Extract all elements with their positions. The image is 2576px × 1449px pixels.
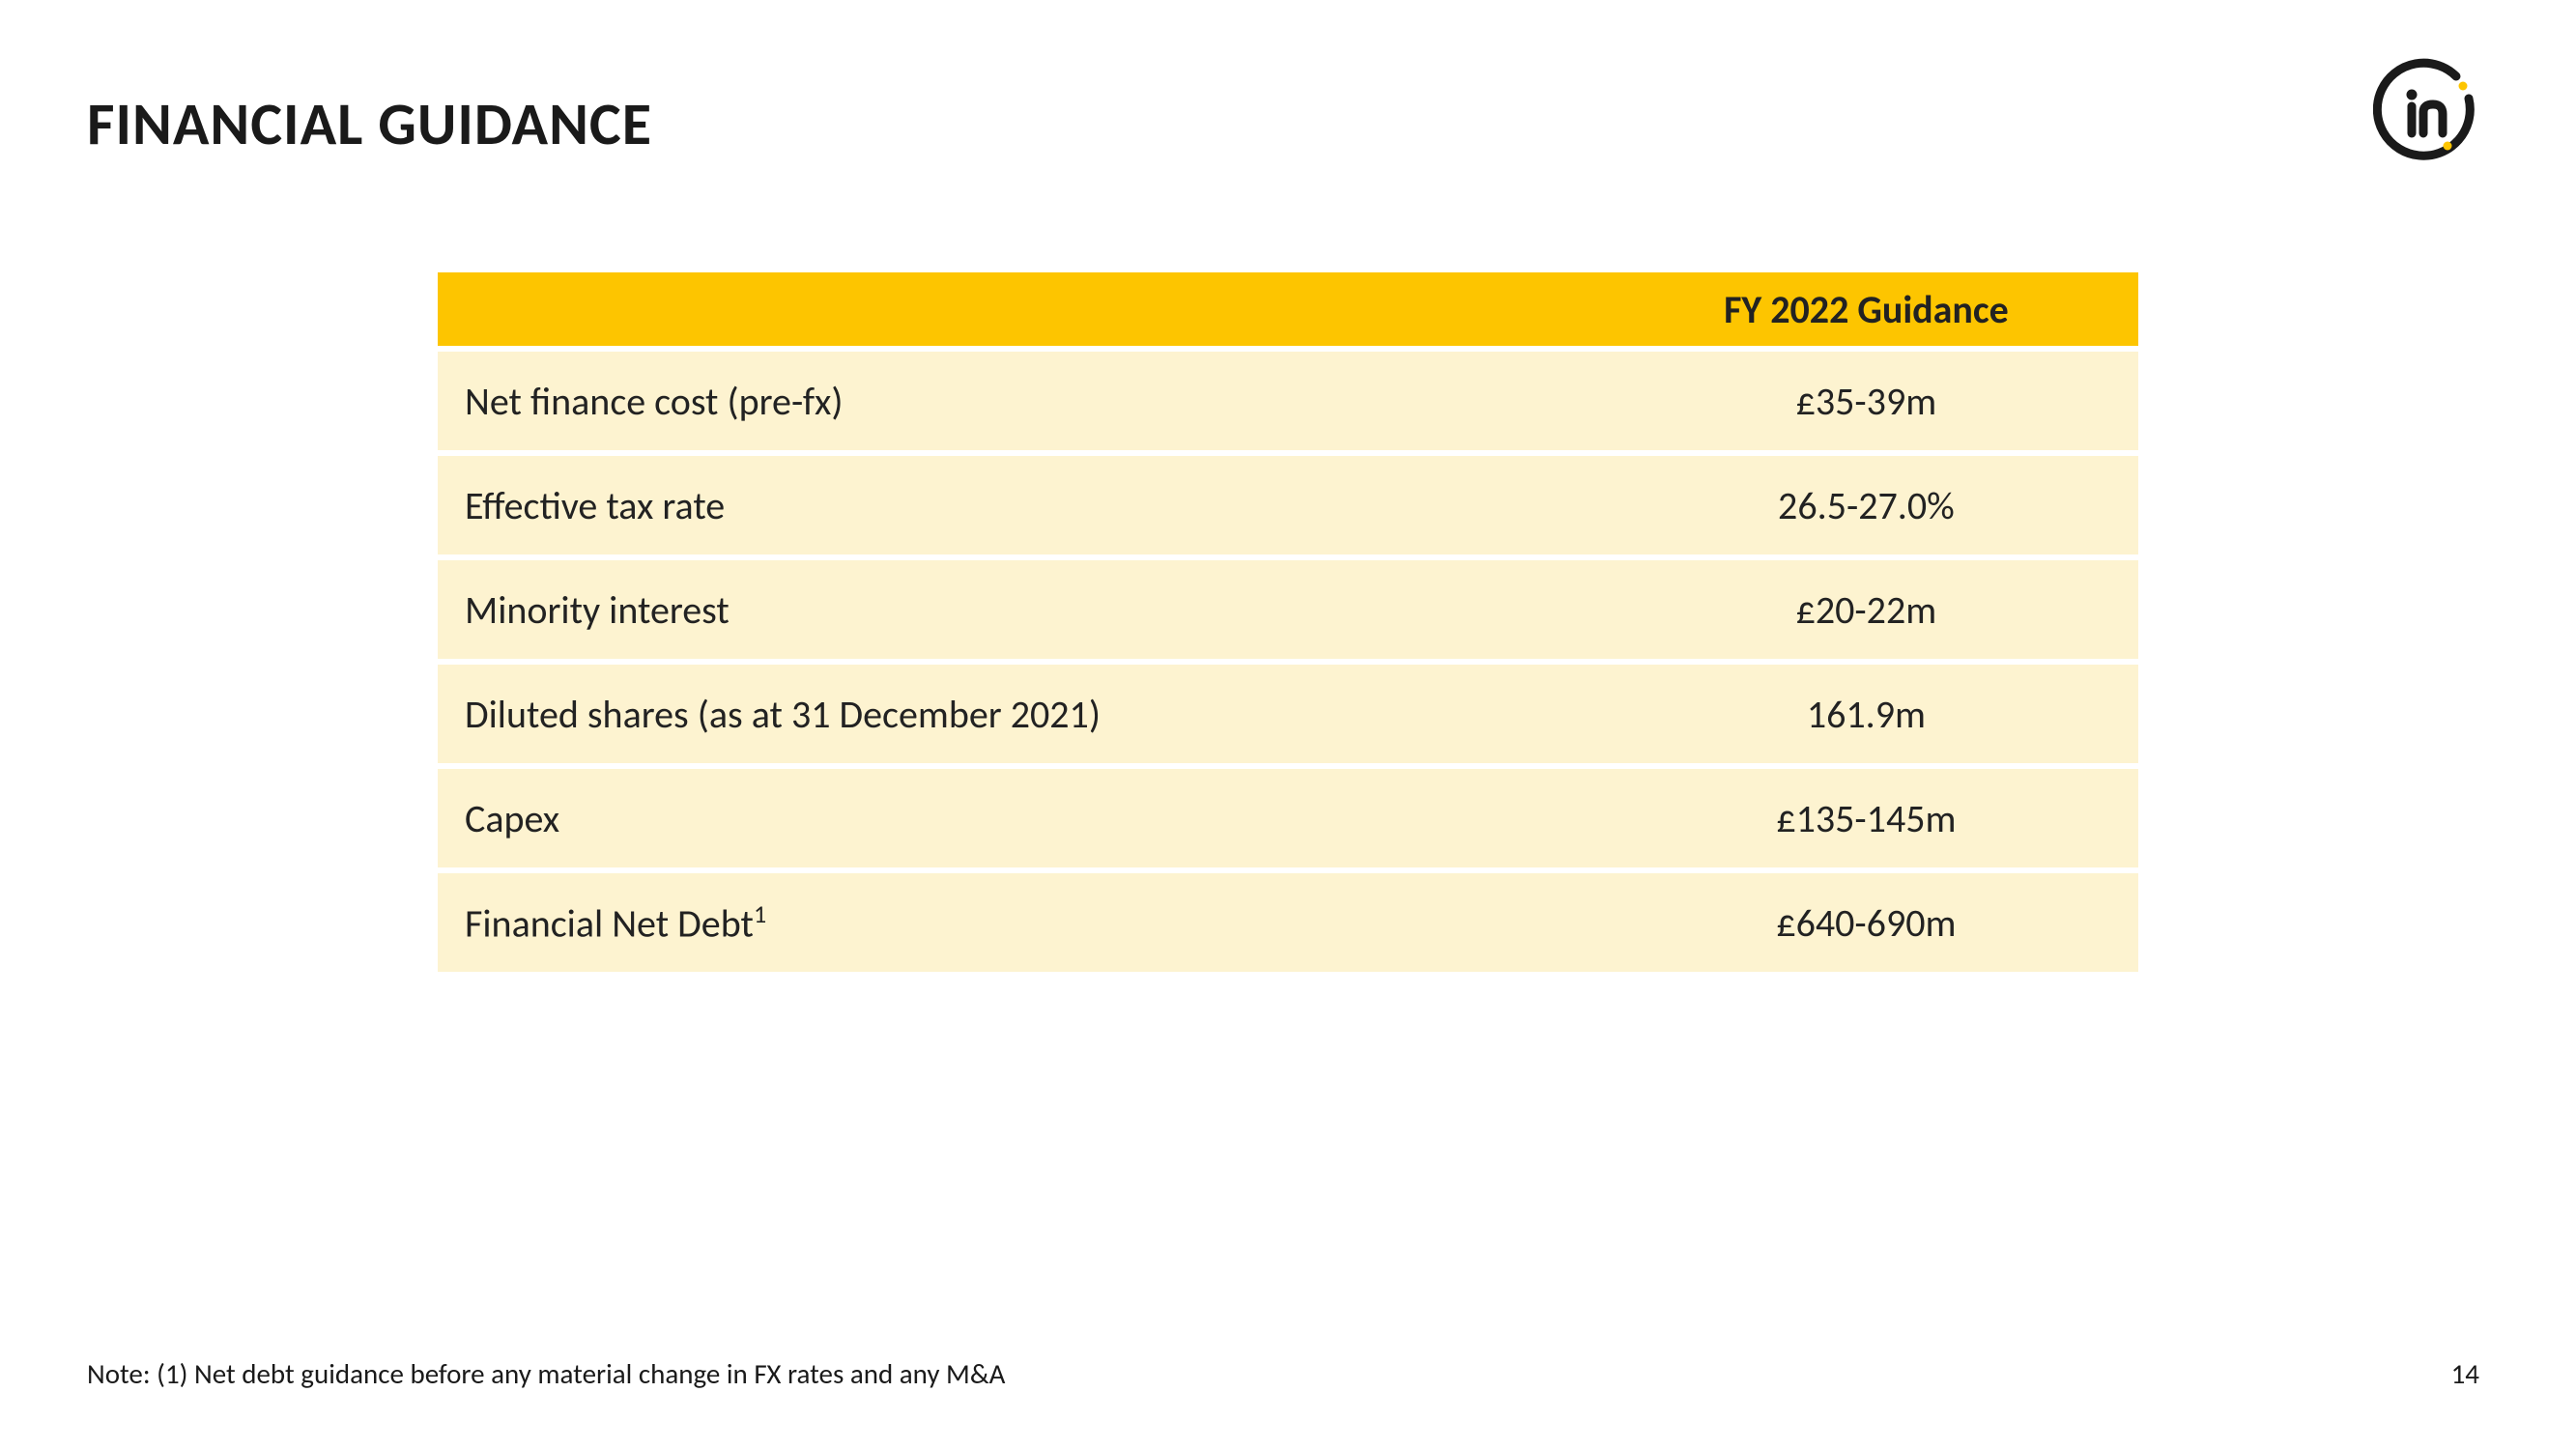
row-value: 161.9m [1594, 665, 2138, 763]
table-row: Financial Net Debt1 £640-690m [438, 873, 2138, 972]
table-header-row: FY 2022 Guidance [438, 272, 2138, 346]
table-header-guidance: FY 2022 Guidance [1594, 272, 2138, 346]
table-row: Net finance cost (pre-fx) £35-39m [438, 352, 2138, 450]
row-value: 26.5-27.0% [1594, 456, 2138, 554]
table-body: Net finance cost (pre-fx) £35-39m Effect… [438, 352, 2138, 972]
row-label: Effective tax rate [438, 456, 1594, 554]
guidance-table: FY 2022 Guidance Net finance cost (pre-f… [438, 267, 2138, 978]
guidance-table-container: FY 2022 Guidance Net finance cost (pre-f… [438, 267, 2138, 978]
row-label: Capex [438, 769, 1594, 867]
slide: FINANCIAL GUIDANCE FY 2022 Guidance [0, 0, 2576, 1449]
table-row: Capex £135-145m [438, 769, 2138, 867]
table-row: Effective tax rate 26.5-27.0% [438, 456, 2138, 554]
row-value: £20-22m [1594, 560, 2138, 659]
in-logo-icon [2373, 58, 2479, 164]
row-label: Net finance cost (pre-fx) [438, 352, 1594, 450]
row-value: £135-145m [1594, 769, 2138, 867]
row-label: Financial Net Debt1 [438, 873, 1594, 972]
row-value: £35-39m [1594, 352, 2138, 450]
company-logo [2373, 58, 2479, 164]
row-label: Diluted shares (as at 31 December 2021) [438, 665, 1594, 763]
table-row: Diluted shares (as at 31 December 2021) … [438, 665, 2138, 763]
footnote: Note: (1) Net debt guidance before any m… [87, 1356, 1005, 1391]
page-number: 14 [2451, 1356, 2479, 1391]
table-header-blank [438, 272, 1594, 346]
table-row: Minority interest £20-22m [438, 560, 2138, 659]
row-label: Minority interest [438, 560, 1594, 659]
row-value: £640-690m [1594, 873, 2138, 972]
page-title: FINANCIAL GUIDANCE [87, 87, 2489, 160]
